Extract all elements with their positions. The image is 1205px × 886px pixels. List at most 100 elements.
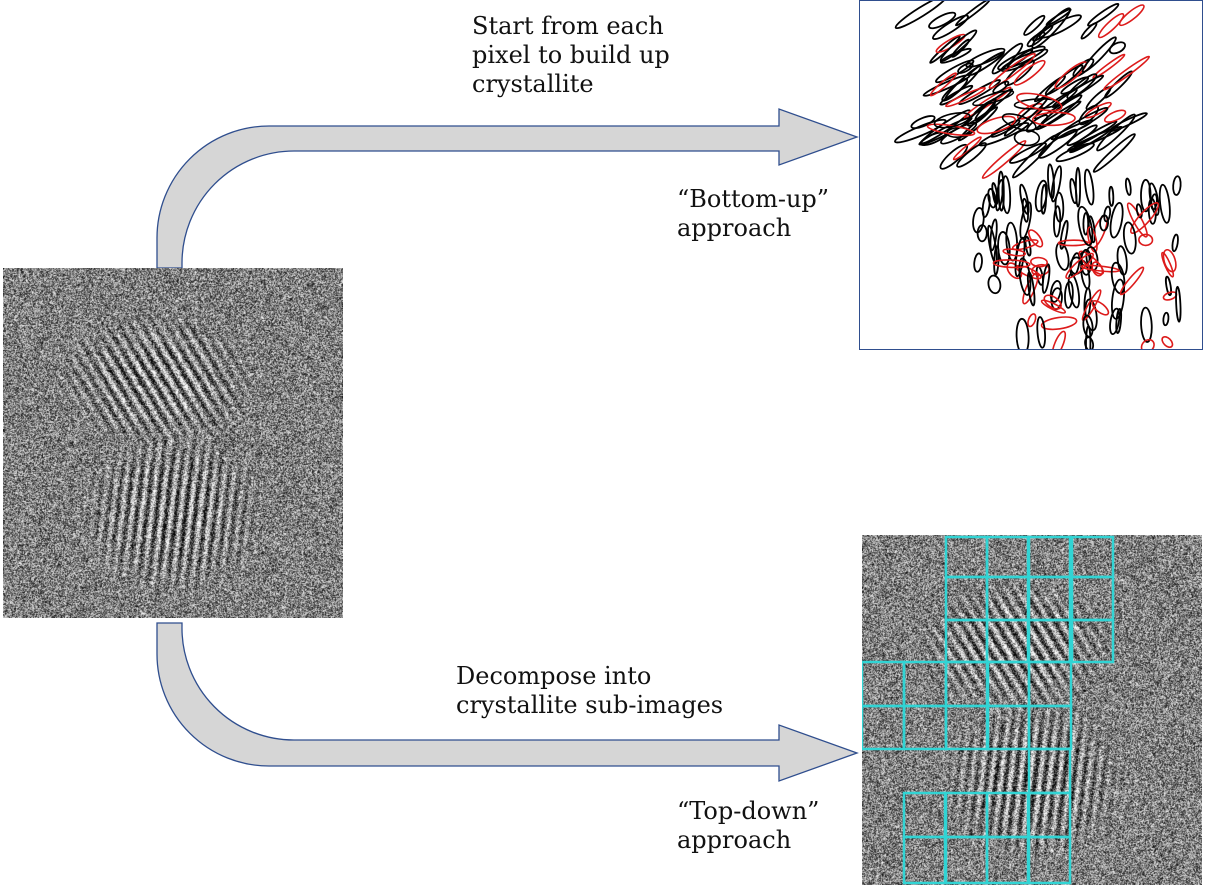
crystallite-ellipse-black [1038, 14, 1082, 39]
crystallite-ellipse-red [1051, 330, 1067, 349]
sub-image-cell [902, 791, 947, 839]
crystallite-ellipse-black [969, 51, 1005, 76]
crystallite-ellipse-black [1158, 183, 1171, 224]
crystallite-ellipse-black [1081, 36, 1117, 73]
crystallite-ellipse-black [1040, 183, 1048, 215]
crystallite-ellipse-red [988, 52, 1036, 89]
sub-image-cell [985, 791, 1030, 839]
crystallite-ellipse-red [1027, 313, 1037, 328]
crystallite-ellipse-black [939, 29, 978, 63]
crystallite-ellipse-black [1036, 316, 1047, 349]
crystallite-ellipse-black [997, 45, 1046, 71]
sub-image-cell [985, 660, 1031, 708]
crystallite-ellipse-black [981, 193, 991, 218]
sub-image-cell [1027, 618, 1072, 664]
sub-image-cell [944, 704, 990, 751]
crystallite-ellipse-red [992, 259, 1031, 269]
crystallite-ellipse-red [1013, 59, 1046, 86]
crystallite-ellipse-black [1109, 201, 1124, 239]
crystallite-ellipse-red [1162, 248, 1177, 273]
sub-image-cell [944, 535, 989, 579]
crystallite-ellipse-black [1054, 191, 1065, 223]
crystallite-ellipse-red [1091, 261, 1104, 277]
crystallite-ellipse-black [976, 224, 988, 243]
crystallite-ellipse-red [1002, 248, 1027, 257]
crystallite-ellipse-black [1050, 165, 1063, 203]
crystallite-ellipse-black [1055, 241, 1070, 271]
crystallite-ellipse-black [1140, 306, 1153, 343]
bottom-up-instruction: Start from each pixel to build up crysta… [472, 12, 670, 98]
crystallite-ellipse-black [992, 80, 1010, 94]
crystallite-ellipse-red [1091, 300, 1110, 316]
crystallite-ellipse-red [1103, 109, 1127, 123]
crystallite-ellipse-red [952, 136, 982, 161]
crystallite-ellipse-black [1083, 168, 1095, 206]
crystallite-ellipse-black [1023, 14, 1046, 36]
sub-image-cell [1027, 660, 1073, 708]
top-down-instruction: Decompose into crystallite sub-images [456, 662, 724, 719]
crystallite-ellipse-black [1033, 75, 1067, 103]
crystallite-ellipse-black [894, 1, 948, 30]
crystallite-ellipse-black [989, 218, 998, 252]
crystallite-ellipse-black [1115, 308, 1123, 334]
crystallite-ellipse-red [963, 86, 1012, 119]
crystallite-ellipse-black [1172, 175, 1182, 196]
sub-image-cell [1027, 575, 1072, 622]
sub-image-cell [1027, 835, 1072, 885]
crystallite-ellipse-black [1109, 307, 1121, 336]
sub-image-cell [944, 575, 989, 622]
crystallite-ellipse-black [1009, 142, 1047, 164]
crystallite-ellipse-black [1165, 275, 1172, 297]
crystallite-ellipse-red [1057, 239, 1089, 247]
crystallite-ellipse-black [1085, 325, 1092, 349]
sub-image-cell [1070, 535, 1115, 579]
crystallite-ellipse-black [965, 47, 1006, 68]
crystallite-ellipse-black [1056, 106, 1109, 139]
bottom-up-result-panel [859, 0, 1203, 350]
crystallite-ellipse-black [997, 170, 1005, 212]
sub-image-cell [944, 835, 989, 885]
sub-image-cell [1027, 791, 1072, 839]
sub-image-cell [985, 575, 1030, 622]
crystallite-ellipse-black [1108, 41, 1126, 55]
crystallite-ellipse-black [1045, 8, 1072, 27]
sub-image-cell [985, 835, 1030, 885]
crystallite-ellipse-black [956, 142, 988, 168]
crystallite-ellipse-black [1019, 201, 1033, 240]
crystallite-ellipse-black [1162, 311, 1170, 327]
crystallite-ellipse-black [1066, 73, 1098, 100]
crystallite-ellipse-black [933, 111, 971, 129]
crystallite-ellipse-red [1130, 202, 1160, 234]
sub-image-cell [944, 660, 990, 708]
crystallite-ellipse-black [1059, 219, 1069, 250]
crystallite-ellipse-black [973, 252, 983, 273]
crystallite-ellipse-black [1064, 280, 1074, 309]
crystallite-ellipse-red [1016, 92, 1063, 112]
crystallite-ellipse-black [1096, 113, 1136, 152]
sub-image-cell [1070, 575, 1115, 622]
crystallite-ellipse-black [1110, 278, 1126, 320]
crystallite-ellipse-black [987, 224, 998, 265]
crystallite-ellipse-black [1108, 112, 1148, 133]
crystallite-ellipse-red [1140, 338, 1155, 349]
bottom-up-label: “Bottom-up” approach [677, 185, 830, 242]
crystallite-ellipse-red [1030, 256, 1048, 268]
crystallite-ellipse-black [1080, 248, 1093, 276]
crystallite-ellipse-red [929, 72, 958, 97]
sub-image-cell [944, 618, 989, 664]
crystallite-ellipse-red [1102, 55, 1151, 91]
crystallite-ellipse-black [1015, 317, 1030, 349]
sub-image-cell [862, 704, 906, 751]
crystallite-ellipse-black [987, 188, 997, 209]
sub-image-cell [985, 704, 1031, 751]
crystallite-ellipse-red [1161, 335, 1174, 349]
crystallite-ellipse-black [991, 42, 1024, 75]
crystallite-ellipse-black [955, 1, 991, 27]
crystallite-ellipse-black [910, 115, 936, 130]
sub-image-cell [1027, 747, 1072, 795]
crystallite-ellipse-black [1041, 263, 1051, 294]
sub-image-cell [985, 618, 1030, 664]
crystallite-ellipse-red [945, 86, 986, 108]
crystallite-ellipse-red [976, 115, 1017, 135]
crystallite-ellipse-black [1087, 215, 1096, 244]
